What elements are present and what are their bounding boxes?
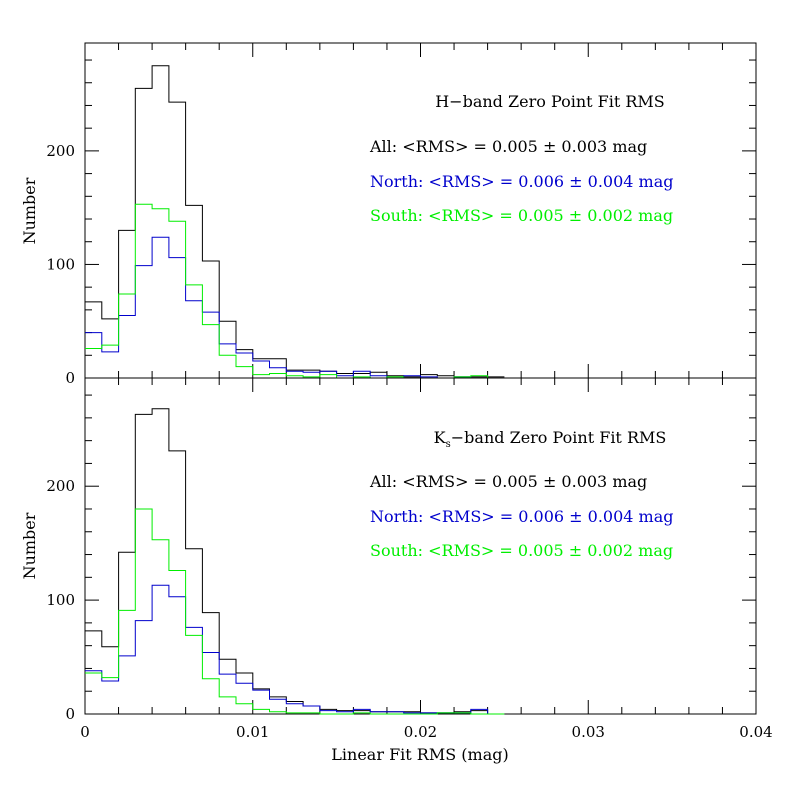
y-tick-label: 0 [65, 369, 75, 387]
histogram-north [85, 236, 505, 379]
x-tick-label: 0.03 [572, 723, 605, 741]
bottom-legend-south: South: <RMS> = 0.005 ± 0.002 mag [370, 541, 673, 560]
bottom-series [85, 408, 505, 715]
top-legend-south: South: <RMS> = 0.005 ± 0.002 mag [370, 206, 673, 225]
x-axis-label: Linear Fit RMS (mag) [331, 745, 508, 764]
y-tick-label: 100 [46, 591, 75, 609]
x-tick-labels: 0 0.01 0.02 0.03 0.04 [80, 723, 772, 741]
top-y-tick-labels: 0 100 200 [46, 142, 75, 387]
x-tick-label: 0.04 [739, 723, 772, 741]
bottom-legend-all: All: <RMS> = 0.005 ± 0.003 mag [369, 472, 647, 491]
bottom-title-subscript: s [446, 439, 451, 450]
top-y-axis-label: Number [20, 177, 39, 244]
top-legend-north: North: <RMS> = 0.006 ± 0.004 mag [370, 172, 674, 191]
y-tick-label: 0 [65, 705, 75, 723]
histogram-south [85, 203, 505, 379]
histogram-south [85, 508, 505, 715]
x-tick-label: 0 [80, 723, 90, 741]
histogram-north [85, 584, 505, 715]
bottom-legend-north: North: <RMS> = 0.006 ± 0.004 mag [370, 507, 674, 526]
x-tick-label: 0.02 [404, 723, 437, 741]
bottom-title-rest: −band Zero Point Fit RMS [451, 428, 667, 447]
bottom-title-main: K [434, 428, 447, 447]
x-tick-label: 0.01 [236, 723, 269, 741]
bottom-panel: 0 100 200 0 0.01 0.02 0.03 0.04 Number Linear … [20, 377, 773, 764]
top-panel-title: H−band Zero Point Fit RMS [435, 92, 665, 111]
y-tick-label: 200 [46, 142, 75, 160]
y-tick-label: 100 [46, 255, 75, 273]
bottom-panel-title: Ks−band Zero Point Fit RMS [434, 428, 667, 450]
histogram-all [85, 408, 505, 715]
top-legend-all: All: <RMS> = 0.005 ± 0.003 mag [369, 137, 647, 156]
bottom-ticks [84, 378, 757, 715]
bottom-y-axis-label: Number [20, 512, 39, 579]
bottom-y-tick-labels: 0 100 200 [46, 477, 75, 723]
y-tick-label: 200 [46, 477, 75, 495]
top-panel: 0 100 200 Number H−band Zero Point Fit RMS… [20, 42, 757, 387]
